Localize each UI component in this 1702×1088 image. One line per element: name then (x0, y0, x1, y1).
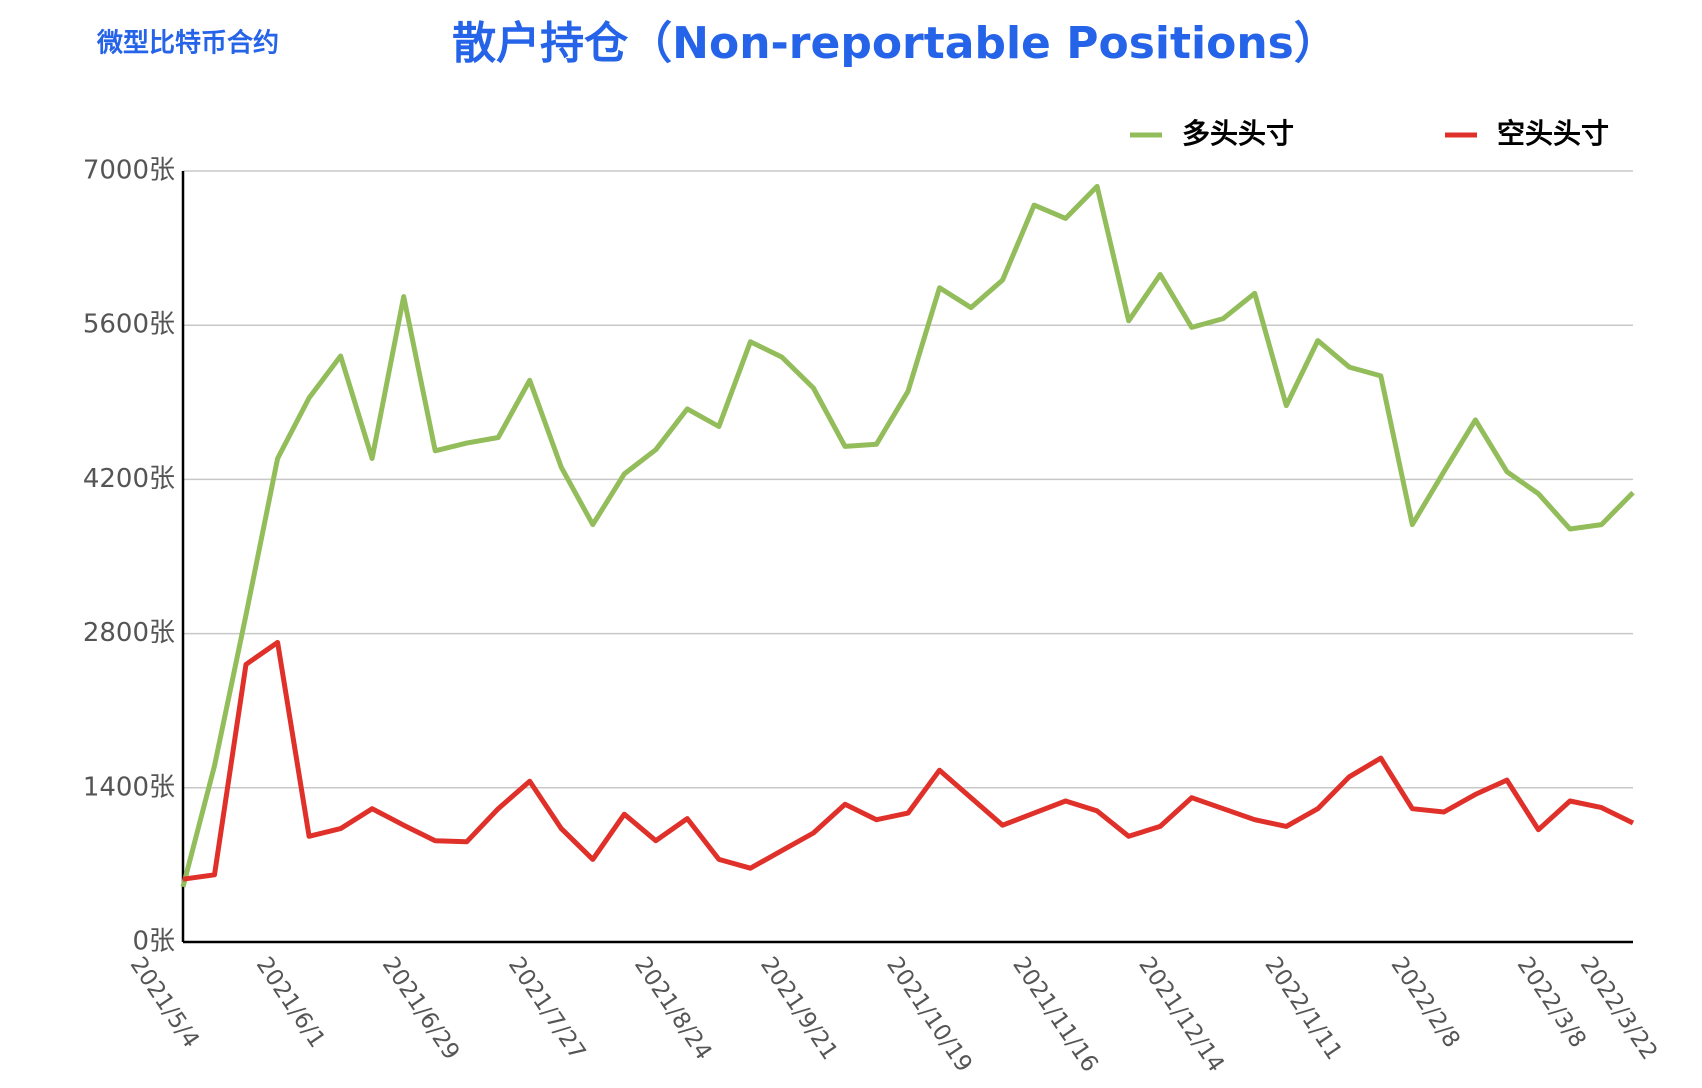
x-tick-label: 2022/2/8 (1386, 952, 1465, 1052)
chart-title: 散户持仓（Non-reportable Positions） (452, 18, 1338, 69)
series-line (182, 639, 1635, 882)
y-tick-label: 4200张 (83, 464, 175, 494)
x-tick-label: 2022/1/11 (1259, 952, 1347, 1064)
x-tick-label: 2021/9/21 (755, 952, 843, 1064)
y-tick-label: 2800张 (83, 618, 175, 648)
legend-label: 多头头寸 (1182, 117, 1294, 150)
y-tick-label: 5600张 (83, 310, 175, 340)
x-tick-label: 2021/7/27 (503, 952, 591, 1064)
legend-label: 空头头寸 (1497, 117, 1609, 150)
x-tick-label: 2021/6/1 (251, 952, 330, 1052)
series-line (180, 183, 1635, 888)
chart-subtitle: 微型比特币合约 (96, 28, 279, 59)
y-tick-label: 1400张 (83, 772, 175, 802)
y-tick-label: 7000张 (83, 156, 175, 186)
x-tick-label: 2021/10/19 (881, 952, 977, 1076)
x-tick-label: 2021/5/4 (125, 952, 204, 1052)
x-tick-label: 2021/8/24 (629, 952, 717, 1064)
x-tick-label: 2021/12/14 (1133, 952, 1229, 1076)
y-tick-label: 0张 (132, 927, 175, 957)
x-tick-label: 2021/6/29 (377, 952, 465, 1064)
x-tick-label: 2022/3/22 (1575, 952, 1663, 1064)
x-tick-label: 2021/11/16 (1007, 952, 1103, 1076)
